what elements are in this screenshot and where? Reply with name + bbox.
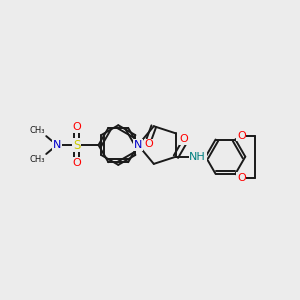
- Text: O: O: [72, 122, 81, 132]
- Text: N: N: [134, 140, 142, 150]
- Text: O: O: [179, 134, 188, 144]
- Text: CH₃: CH₃: [30, 126, 45, 135]
- Text: CH₃: CH₃: [30, 155, 45, 164]
- Text: O: O: [237, 173, 246, 183]
- Text: O: O: [237, 130, 246, 141]
- Text: NH: NH: [189, 152, 206, 162]
- Text: O: O: [145, 139, 153, 149]
- Text: S: S: [73, 139, 80, 152]
- Text: N: N: [53, 140, 61, 150]
- Text: O: O: [72, 158, 81, 168]
